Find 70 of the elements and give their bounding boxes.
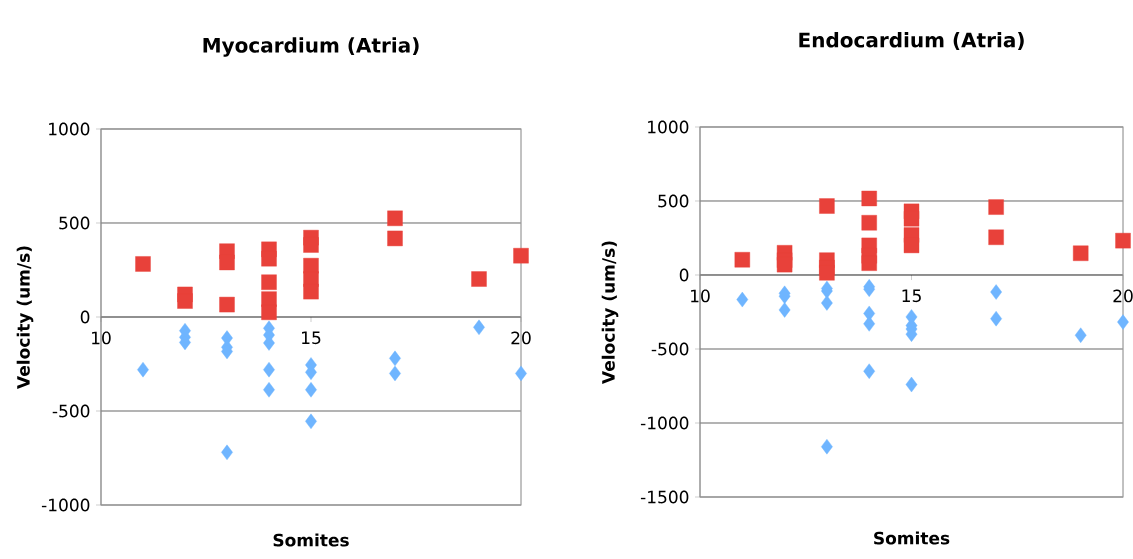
point <box>303 283 319 300</box>
point <box>219 254 235 271</box>
point <box>135 256 151 272</box>
y-tick-label: -1000 <box>41 498 90 512</box>
point <box>219 296 235 313</box>
y-tick-label: 1000 <box>648 120 689 134</box>
point <box>1117 314 1129 330</box>
point <box>861 190 877 207</box>
point <box>905 376 918 393</box>
point <box>263 361 275 378</box>
point <box>821 295 833 311</box>
point <box>988 199 1004 215</box>
y-tick-label: 0 <box>679 268 689 282</box>
point <box>261 304 277 320</box>
y-tick-label: -500 <box>52 404 90 418</box>
point <box>903 211 920 227</box>
x-tick-label: 15 <box>302 331 321 345</box>
point <box>261 251 277 267</box>
point <box>177 293 193 309</box>
y-axis-title: Velocity (um/s) <box>16 246 34 389</box>
point <box>389 350 401 367</box>
point <box>988 229 1004 245</box>
point <box>387 210 403 226</box>
point <box>778 302 791 318</box>
point <box>387 230 403 247</box>
y-tick-label: 500 <box>59 216 90 230</box>
point <box>303 237 319 253</box>
point <box>861 215 877 231</box>
x-tick-label: 20 <box>511 331 531 345</box>
y-tick-label: 500 <box>658 194 689 208</box>
y-axis-title: Velocity (um/s) <box>601 241 619 384</box>
point <box>471 271 487 287</box>
point <box>863 316 876 332</box>
point <box>513 248 529 264</box>
point <box>990 310 1002 327</box>
point <box>819 265 835 281</box>
x-tick-label: 10 <box>691 289 710 303</box>
point <box>473 319 485 336</box>
chart-title: Myocardium (Atria) <box>203 37 419 57</box>
x-tick-label: 15 <box>902 289 921 303</box>
point <box>990 284 1002 300</box>
x-tick-label: 10 <box>92 331 111 345</box>
y-tick-label: 0 <box>80 310 90 324</box>
point <box>1115 232 1131 249</box>
point <box>863 363 876 379</box>
point <box>861 255 877 271</box>
point <box>1074 327 1087 343</box>
x-axis-title: Somites <box>273 533 349 547</box>
x-tick-label: 20 <box>1113 289 1133 303</box>
point <box>137 361 149 378</box>
point <box>305 413 317 430</box>
chart-title: Endocardium (Atria) <box>799 32 1024 50</box>
point <box>734 252 751 268</box>
point <box>821 438 833 455</box>
x-axis-title: Somites <box>874 531 950 545</box>
point <box>903 237 920 254</box>
point <box>515 365 527 382</box>
point <box>776 256 793 273</box>
y-tick-label: -1500 <box>640 490 689 504</box>
point <box>305 382 317 398</box>
y-tick-label: -500 <box>651 342 689 356</box>
point <box>819 198 835 214</box>
point <box>389 365 401 382</box>
y-tick-label: -1000 <box>640 416 689 430</box>
point <box>736 291 749 308</box>
point <box>221 444 233 461</box>
y-tick-label: 1000 <box>49 122 90 136</box>
point <box>1073 245 1089 261</box>
point <box>263 382 275 398</box>
point <box>261 274 277 290</box>
